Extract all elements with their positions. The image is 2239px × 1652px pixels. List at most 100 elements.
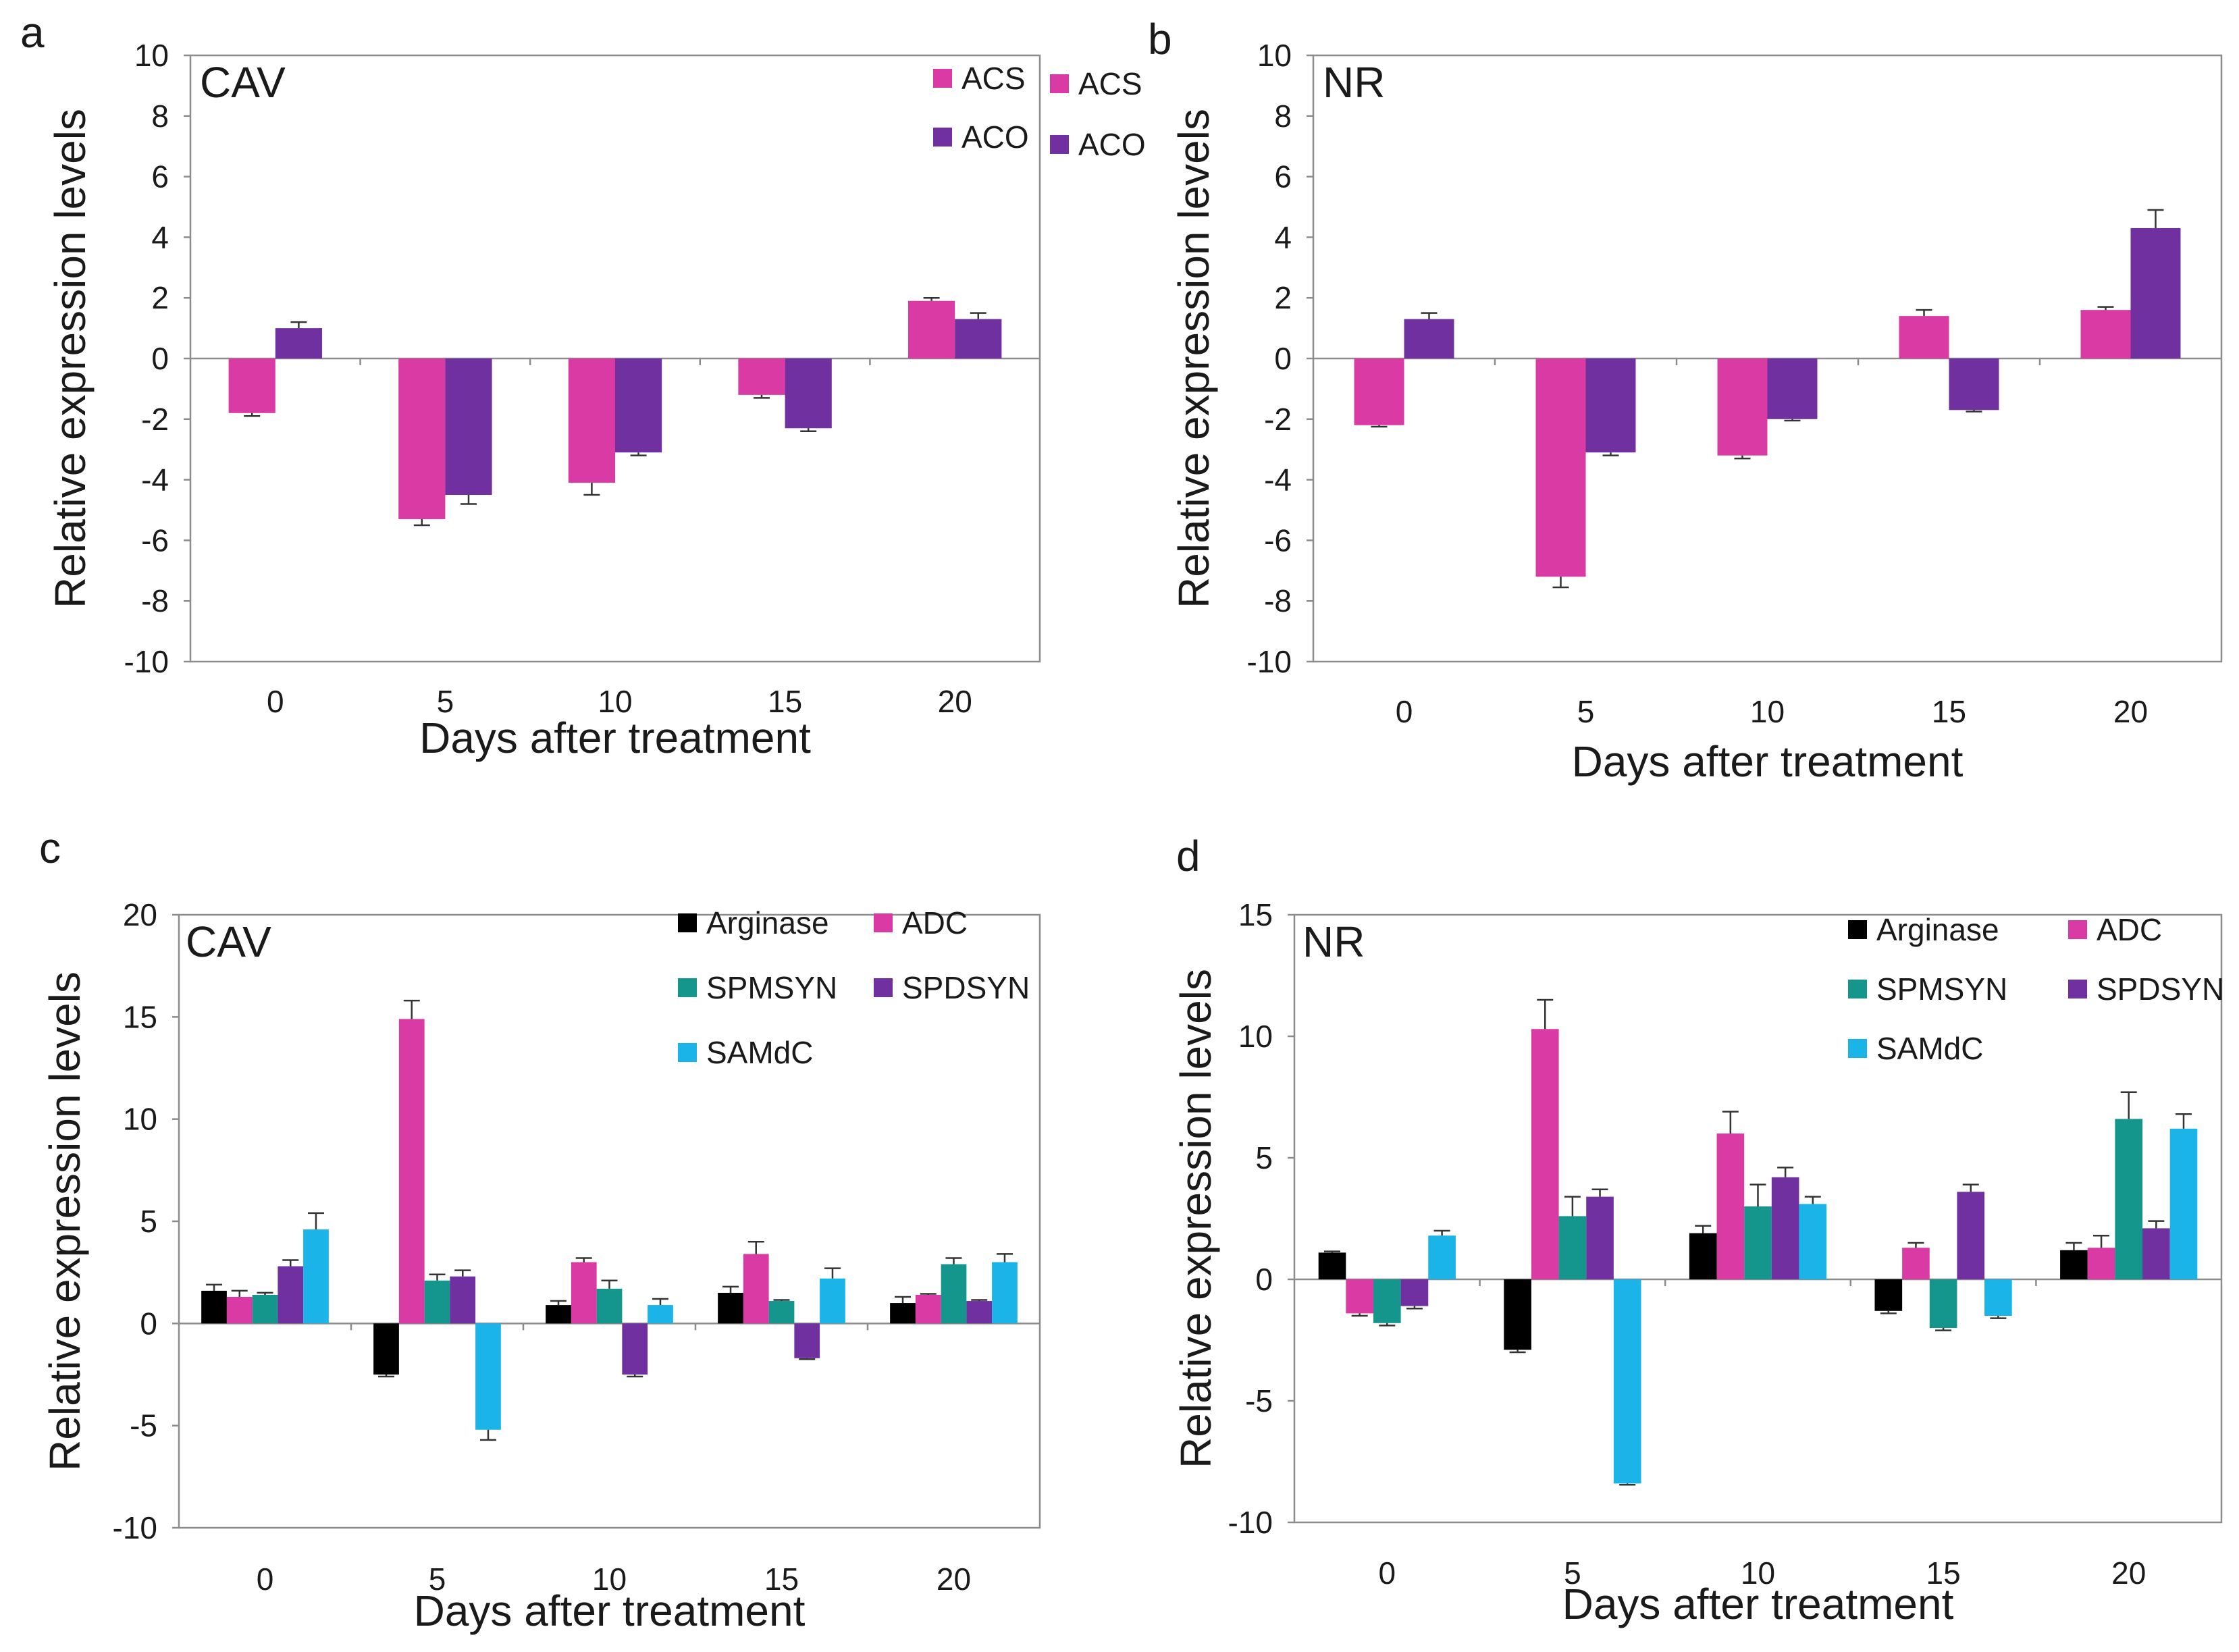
bar-samdc-day-10 (648, 1305, 673, 1324)
error-bar-arginase-day-15 (1880, 1310, 1897, 1314)
error-bar-spdsyn-day-15 (1962, 1183, 1979, 1192)
y-axis-title: Relative expression levels (41, 971, 89, 1471)
error-bar-spmsyn-day-15 (1935, 1328, 1952, 1331)
y-tick-label: 10 (1257, 38, 1292, 73)
bar-arginase-day-5 (373, 1323, 399, 1375)
panel-letter: a (20, 8, 45, 57)
y-tick-label: -8 (1264, 583, 1292, 618)
error-bar-aco-day-15 (800, 428, 817, 433)
bar-aco-day-5 (1585, 358, 1636, 453)
error-bar-acs-day-15 (754, 394, 770, 399)
y-tick-label: 6 (151, 159, 169, 194)
legend-item-spdsyn: SPDSYN (874, 970, 1030, 1005)
bar-arginase-day-10 (1689, 1233, 1717, 1279)
error-bar-adc-day-20 (920, 1293, 937, 1295)
error-bar-aco-day-0 (1421, 312, 1438, 319)
error-bar-samdc-day-15 (1990, 1316, 2007, 1319)
legend-label: Arginase (706, 905, 829, 940)
legend-item-acs: ACS (1050, 66, 1142, 101)
legend-label: SAMdC (706, 1035, 813, 1070)
error-bar-acs-day-5 (1552, 577, 1569, 589)
legend-label: ACS (962, 61, 1026, 96)
legend-item-spmsyn: SPMSYN (678, 970, 837, 1005)
panel-letter: d (1176, 832, 1201, 880)
y-tick-label: 4 (1274, 219, 1292, 255)
error-bar-spdsyn-day-5 (454, 1269, 471, 1277)
error-bar-aco-day-5 (460, 495, 477, 505)
bar-spdsyn-day-20 (2142, 1228, 2170, 1279)
legend-label: SAMdC (1876, 1031, 1983, 1066)
bar-adc-day-0 (1346, 1279, 1373, 1314)
y-tick-label: -2 (1264, 402, 1292, 437)
error-bar-samdc-day-5 (479, 1429, 496, 1441)
x-tick-label: 15 (1926, 1555, 1961, 1591)
bar-samdc-day-5 (475, 1323, 501, 1430)
error-bar-adc-day-5 (403, 999, 420, 1019)
error-bar-adc-day-20 (2093, 1234, 2110, 1248)
error-bar-samdc-day-20 (2175, 1113, 2192, 1129)
legend-item-arginase: Arginase (678, 905, 829, 940)
panel-letter: b (1148, 15, 1172, 63)
x-tick-label: 15 (764, 1562, 799, 1597)
error-bar-adc-day-15 (747, 1241, 764, 1254)
x-tick-label: 15 (768, 684, 802, 719)
legend-item-aco: ACO (933, 119, 1029, 155)
chart-panel-c: c CAV 20 15 10 5 0 -5 -10 0 5 10 15 20 Days after trea… (39, 824, 1041, 1635)
x-tick-label: 5 (1577, 694, 1595, 729)
error-bar-aco-day-20 (970, 312, 986, 319)
bar-spmsyn-day-20 (2115, 1119, 2143, 1279)
legend-label: SPDSYN (902, 970, 1030, 1005)
bar-arginase-day-15 (718, 1292, 743, 1324)
error-bar-spdsyn-day-20 (2148, 1220, 2165, 1229)
panel-title: NR (1302, 917, 1365, 966)
x-tick-label: 20 (2111, 1555, 2146, 1591)
bar-acs-day-0 (1354, 358, 1404, 425)
bar-arginase-day-20 (890, 1303, 916, 1324)
x-axis-title: Days after treatment (419, 714, 811, 762)
error-bar-arginase-day-15 (722, 1285, 739, 1293)
bar-adc-day-5 (1531, 1029, 1559, 1279)
error-bar-acs-day-5 (413, 518, 430, 527)
legend: Arginase ADC SPMSYN SPDSYN SAMdC (678, 905, 1030, 1070)
bar-spdsyn-day-5 (450, 1276, 476, 1324)
y-tick-label: -4 (141, 462, 169, 498)
legend-item-samdc: SAMdC (678, 1035, 813, 1070)
x-tick-label: 20 (937, 1562, 971, 1597)
x-tick-label: 5 (429, 1562, 446, 1597)
y-tick-label: 15 (1238, 897, 1273, 932)
y-tick-label: 0 (151, 341, 169, 376)
bar-aco-day-20 (2130, 228, 2181, 358)
legend-item-adc: ADC (874, 905, 968, 940)
error-bar-spmsyn-day-0 (257, 1291, 273, 1295)
x-tick-label: 10 (592, 1562, 627, 1597)
legend-item-adc: ADC (2068, 912, 2162, 947)
legend-item-samdc: SAMdC (1848, 1031, 1983, 1066)
bar-adc-day-5 (398, 1019, 425, 1324)
error-bar-acs-day-10 (1734, 455, 1751, 460)
bar-aco-day-0 (1404, 319, 1454, 358)
legend-swatch (1848, 1039, 1867, 1058)
x-tick-label: 10 (1750, 694, 1785, 729)
bar-acs-day-5 (398, 358, 446, 519)
bar-spmsyn-day-10 (1744, 1206, 1772, 1279)
legend-swatch (678, 978, 697, 997)
error-bar-adc-day-15 (1907, 1242, 1924, 1248)
panel-letter: c (39, 824, 61, 872)
x-axis-title: Days after treatment (1572, 737, 1964, 786)
y-tick-label: 20 (123, 897, 157, 932)
error-bar-spmsyn-day-0 (1379, 1323, 1396, 1327)
legend-item-spdsyn: SPDSYN (2068, 971, 2224, 1007)
bar-adc-day-10 (1716, 1134, 1745, 1279)
legend-label: Arginase (1876, 912, 1999, 947)
bar-aco-day-0 (275, 328, 322, 358)
legend-swatch (874, 913, 893, 932)
error-bar-samdc-day-15 (824, 1267, 841, 1279)
bar-acs-day-15 (1899, 316, 1949, 358)
bar-spdsyn-day-20 (966, 1301, 993, 1324)
error-bar-spmsyn-day-20 (2120, 1091, 2137, 1119)
bar-adc-day-15 (743, 1254, 769, 1324)
bar-arginase-day-0 (201, 1290, 227, 1324)
legend-label: SPDSYN (2097, 971, 2224, 1007)
